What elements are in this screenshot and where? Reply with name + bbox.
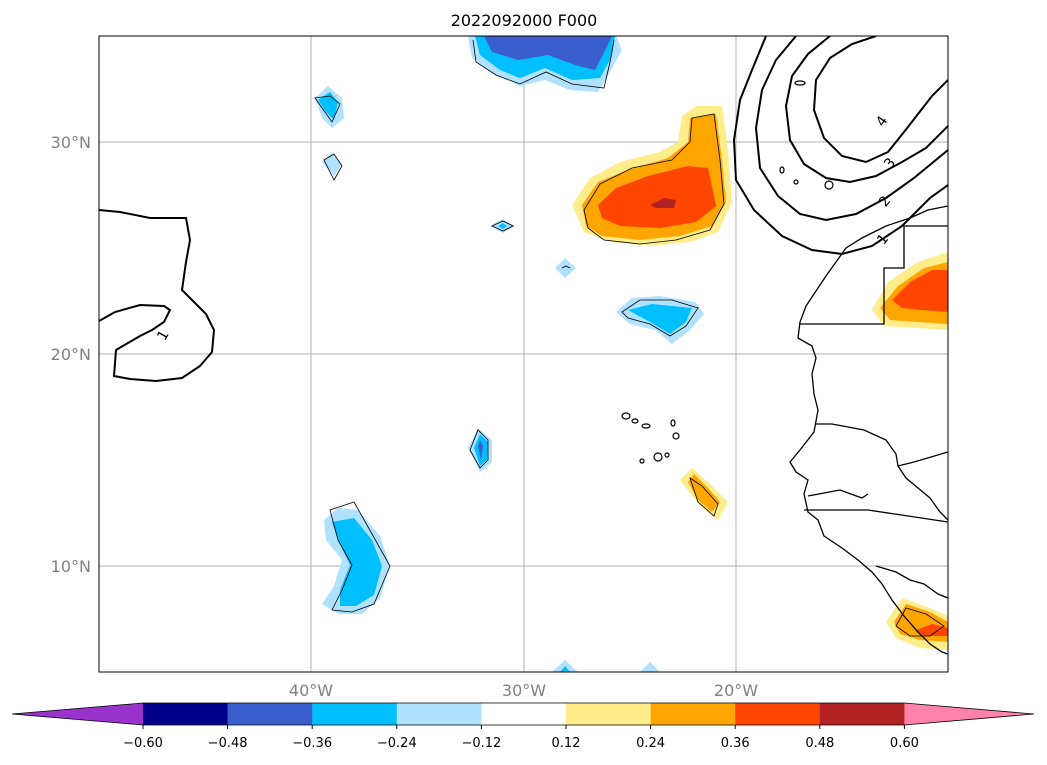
coastlines bbox=[789, 205, 948, 655]
colorbar-segment bbox=[227, 703, 313, 725]
colorbar-tick-label: −0.60 bbox=[123, 736, 163, 751]
plot-frame bbox=[98, 35, 949, 673]
thin-contours bbox=[314, 39, 945, 637]
gridlines bbox=[99, 36, 948, 672]
colorbar-tick-label: −0.48 bbox=[208, 736, 248, 751]
lat-label-30n: 30°N bbox=[51, 133, 91, 152]
colorbar-extend-low bbox=[12, 703, 143, 725]
colorbar-segment bbox=[566, 703, 652, 725]
lon-label-40w: 40°W bbox=[289, 681, 333, 700]
colorbar-segment bbox=[650, 703, 736, 725]
map-title: 2022092000 F000 bbox=[451, 11, 598, 30]
colorbar-tick-label: −0.24 bbox=[377, 736, 417, 751]
colorbar-segment bbox=[819, 703, 905, 725]
positive-anomaly-regions bbox=[572, 106, 948, 650]
thick-contours bbox=[99, 36, 948, 383]
colorbar: −0.60 −0.48 −0.36 −0.24 −0.12 0.12 0.24 0.36 0.4… bbox=[11, 702, 1035, 751]
colorbar-tick-label: 0.12 bbox=[552, 736, 581, 751]
colorbar-segment bbox=[481, 703, 567, 725]
lat-label-10n: 10°N bbox=[51, 557, 91, 576]
colorbar-segment bbox=[143, 703, 229, 725]
colorbar-tick-label: 0.24 bbox=[636, 736, 665, 751]
colorbar-extend-high bbox=[904, 703, 1034, 725]
lat-label-20n: 20°N bbox=[51, 345, 91, 364]
colorbar-tick-label: −0.36 bbox=[292, 736, 332, 751]
map-plot-area: 1 1 2 3 4 bbox=[99, 36, 948, 672]
islands bbox=[621, 80, 834, 464]
lon-label-30w: 30°W bbox=[502, 681, 546, 700]
colorbar-tick-label: 0.48 bbox=[805, 736, 834, 751]
colorbar-segment bbox=[396, 703, 482, 725]
colorbar-segment bbox=[735, 703, 821, 725]
colorbar-segment bbox=[312, 703, 398, 725]
colorbar-tick-label: 0.60 bbox=[890, 736, 919, 751]
colorbar-tick-label: −0.12 bbox=[461, 736, 501, 751]
colorbar-tick-label: 0.36 bbox=[721, 736, 750, 751]
lon-label-20w: 20°W bbox=[714, 681, 758, 700]
